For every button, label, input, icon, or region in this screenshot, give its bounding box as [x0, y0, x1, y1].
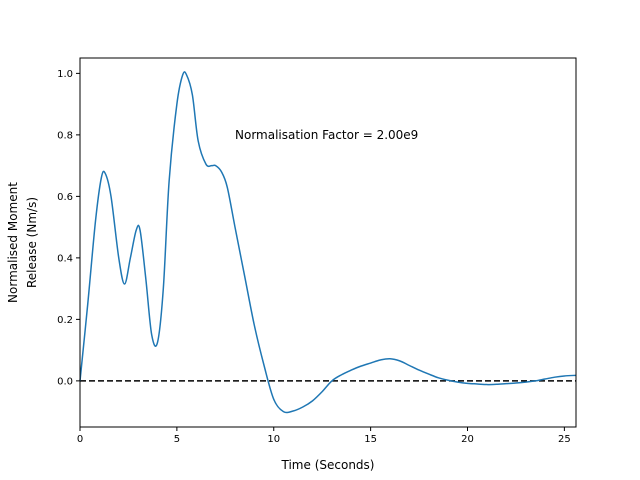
x-tick-label: 25: [558, 434, 571, 445]
x-tick-label: 0: [77, 434, 83, 445]
y-axis-label-line-2: Release (Nm/s): [25, 197, 39, 288]
x-tick-label: 20: [461, 434, 474, 445]
x-tick-label: 15: [364, 434, 377, 445]
x-axis-ticks: 0 5 10 15 20 25: [77, 427, 571, 445]
y-tick-label: 0.0: [57, 376, 73, 387]
y-axis-label-line-1: Normalised Moment: [6, 182, 20, 303]
x-tick-label: 5: [174, 434, 180, 445]
y-tick-label: 0.6: [57, 192, 73, 203]
plot-area: [79, 71, 577, 414]
y-tick-label: 0.4: [57, 253, 73, 264]
x-tick-label: 10: [267, 434, 280, 445]
plot-frame: [79, 57, 577, 428]
y-tick-label: 1.0: [57, 69, 73, 80]
normalisation-factor-annotation: Normalisation Factor = 2.00e9: [235, 128, 418, 142]
y-tick-label: 0.8: [57, 130, 73, 141]
series-line-0: [79, 71, 577, 414]
x-axis-label: Time (Seconds): [281, 458, 375, 472]
y-axis-ticks: 0.0 0.2 0.4 0.6 0.8 1.0: [57, 69, 80, 387]
y-tick-label: 0.2: [57, 315, 73, 326]
